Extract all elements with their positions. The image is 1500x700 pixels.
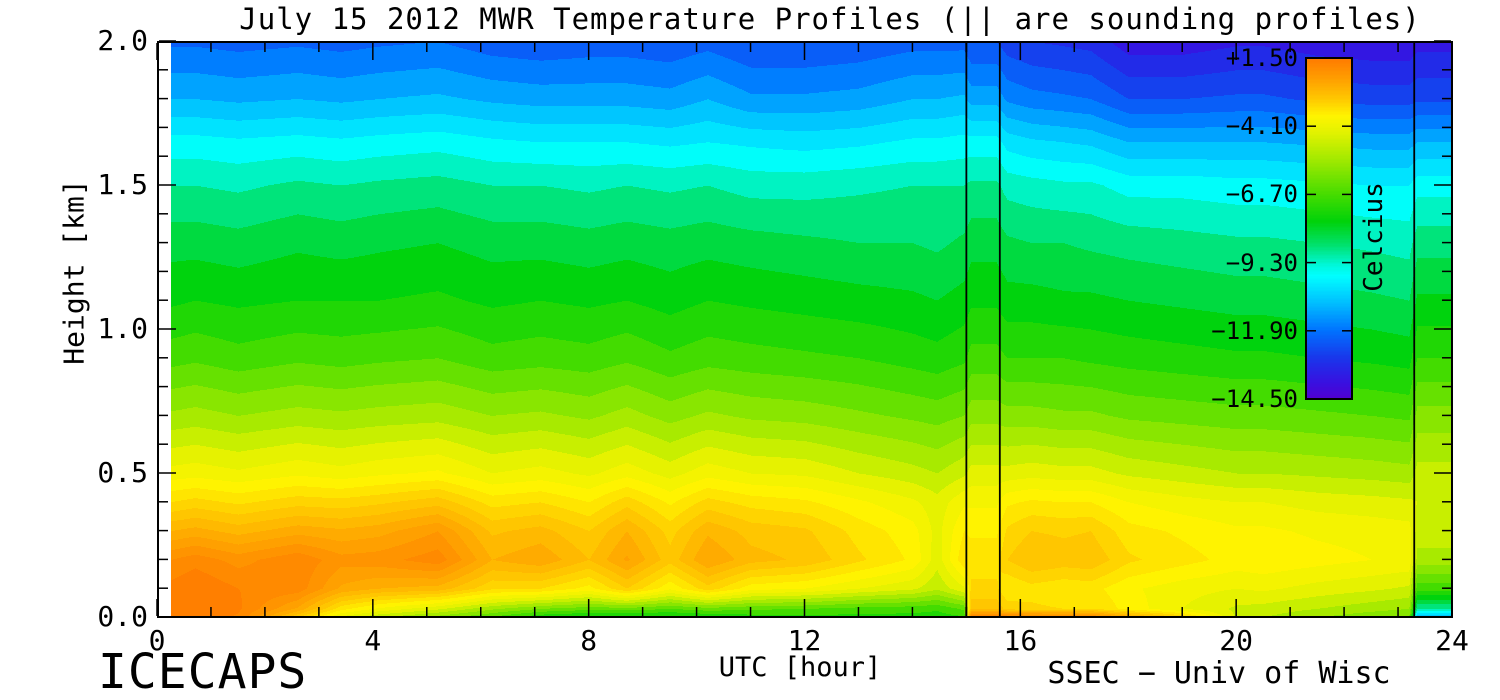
y-tick-label: 2.0 xyxy=(97,24,148,57)
project-label: ICECAPS xyxy=(98,644,308,700)
y-tick-label: 1.5 xyxy=(97,168,148,201)
x-tick-label: 20 xyxy=(1219,624,1254,657)
x-tick-label: 12 xyxy=(787,624,822,657)
colorbar-tick-label: −9.30 xyxy=(1225,248,1298,277)
colorbar-tick-label: −6.70 xyxy=(1225,180,1298,209)
institution-label: SSEC − Univ of Wisc xyxy=(1047,656,1391,691)
x-tick-label: 4 xyxy=(364,624,382,657)
colorbar-tick-label: +1.50 xyxy=(1225,44,1298,72)
y-tick-label: 0.0 xyxy=(97,600,148,633)
x-tick-label: 16 xyxy=(1003,624,1038,657)
x-tick-label: 8 xyxy=(580,624,598,657)
x-axis-title: UTC [hour] xyxy=(718,652,882,683)
colorbar-tick-label: −4.10 xyxy=(1225,112,1298,141)
y-tick-label: 1.0 xyxy=(97,312,148,345)
x-tick-label: 0 xyxy=(148,624,166,657)
colorbar-tick-label: −14.50 xyxy=(1211,385,1298,413)
colorbar-title: Celcius xyxy=(1359,182,1389,292)
x-tick-label: 24 xyxy=(1435,624,1469,657)
y-tick-label: 0.5 xyxy=(97,456,148,489)
colorbar-tick-label: −11.90 xyxy=(1211,316,1298,345)
chart-title: July 15 2012 MWR Temperature Profiles (|… xyxy=(239,2,1421,36)
